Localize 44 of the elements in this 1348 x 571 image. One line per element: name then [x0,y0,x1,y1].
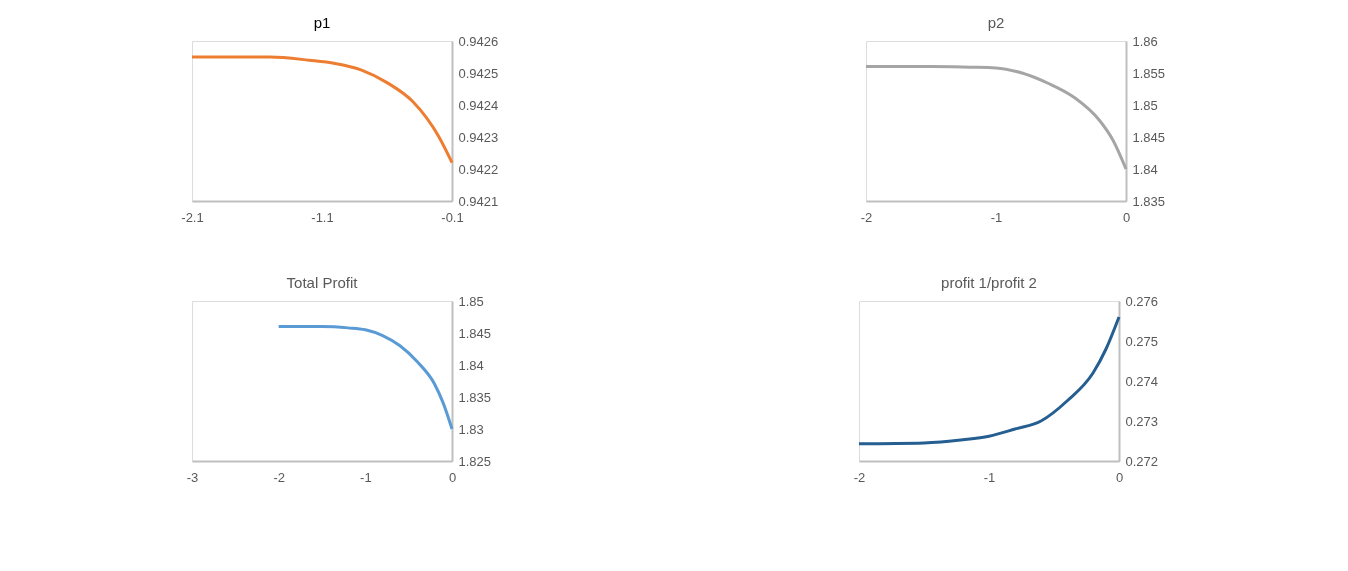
y-tick-label: 1.835 [1132,193,1166,209]
x-tick-label: -3 [186,469,199,485]
y-tick-label: 0.276 [1125,293,1159,309]
x-tick-label: -1 [983,469,996,485]
line-series [277,325,454,431]
x-tick-label: -2 [860,209,873,225]
x-tick-label: -2 [273,469,285,485]
y-tick-label: 1.83 [458,421,484,437]
line-series [190,55,454,165]
y-tick-label: 0.9422 [458,161,499,177]
y-tick-label: 0.9421 [458,193,499,209]
x-tick-label: -1.1 [311,209,334,225]
y-tick-label: 1.85 [1132,97,1158,113]
x-tick-label: -0.1 [441,209,464,225]
x-tick-label: -2 [853,469,866,485]
chart-title: p1 [313,14,331,31]
x-tick-label: -1 [360,469,372,485]
y-tick-label: 1.84 [458,357,484,373]
x-tick-label: 0 [448,469,457,485]
y-tick-label: 1.825 [458,453,492,469]
x-tick-label: -2.1 [181,209,204,225]
y-tick-label: 1.845 [1132,129,1166,145]
y-tick-label: 1.855 [1132,65,1166,81]
y-tick-label: 1.845 [458,325,492,341]
y-tick-label: 1.835 [458,389,492,405]
y-tick-label: 0.275 [1125,333,1159,349]
chart-title: p2 [987,14,1005,31]
y-tick-label: 0.9426 [458,33,499,49]
line-series [864,65,1128,171]
y-tick-label: 1.86 [1132,33,1158,49]
y-tick-label: 0.273 [1125,413,1159,429]
chart-title: profit 1/profit 2 [941,274,1037,291]
y-tick-label: 1.85 [458,293,484,309]
y-tick-label: 0.9424 [458,97,499,113]
y-tick-label: 0.272 [1125,453,1159,469]
line-series [857,315,1121,446]
y-tick-label: 0.9423 [458,129,499,145]
x-tick-label: 0 [1122,209,1131,225]
chart-title: Total Profit [286,274,359,291]
x-tick-label: -1 [990,209,1003,225]
x-tick-label: 0 [1115,469,1124,485]
y-tick-label: 0.274 [1125,373,1159,389]
y-tick-label: 1.84 [1132,161,1158,177]
y-tick-label: 0.9425 [458,65,499,81]
